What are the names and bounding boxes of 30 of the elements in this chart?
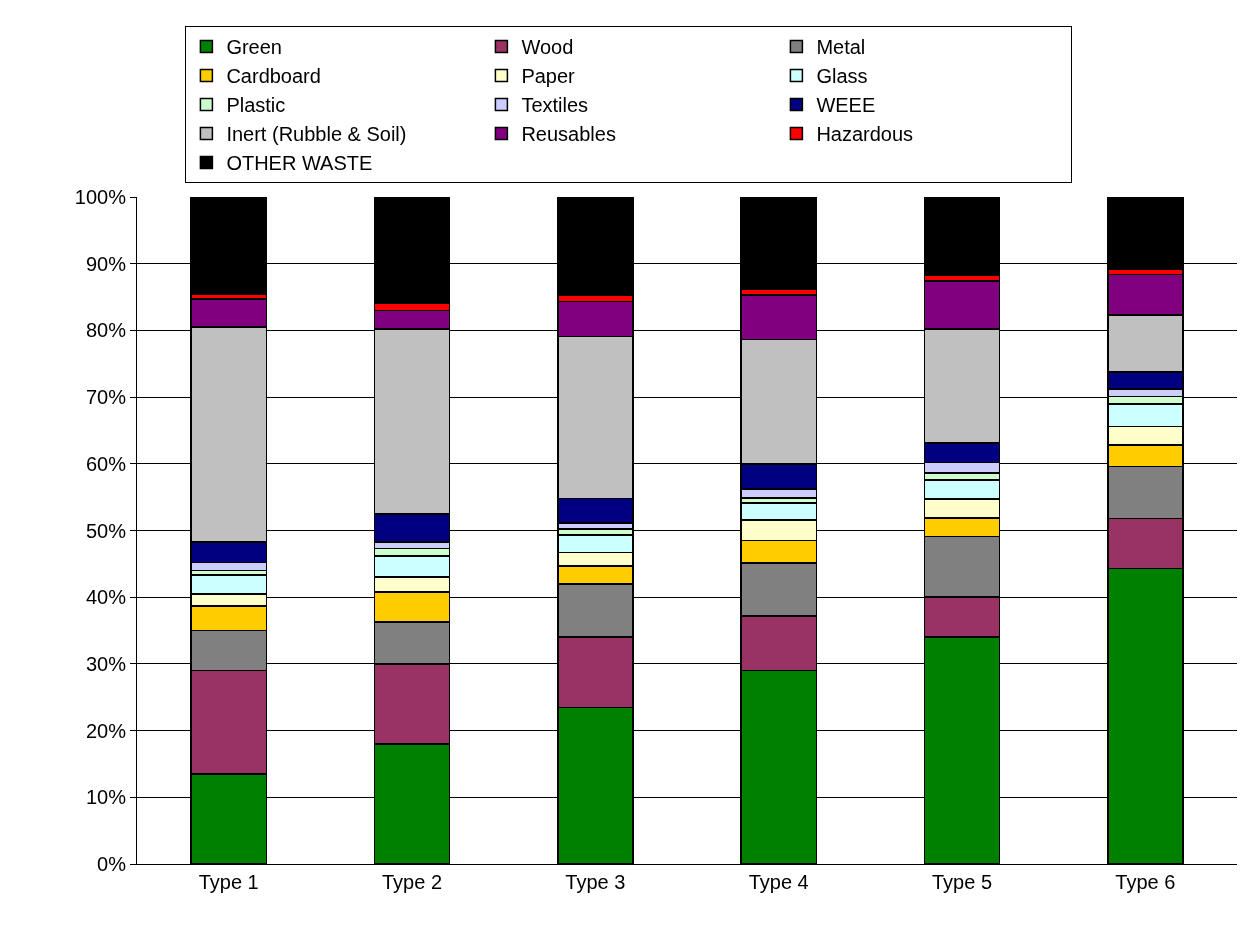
y-tick-label: 100%: [74, 186, 127, 208]
legend-label: Green: [226, 36, 282, 59]
y-tick-label: 90%: [85, 252, 127, 275]
legend-label: Wood: [521, 36, 574, 59]
x-tick-label: Type 4: [748, 871, 809, 893]
y-tick-label: 40%: [85, 586, 127, 609]
legend-label: Plastic: [226, 94, 286, 117]
x-tick-label: Type 3: [565, 871, 626, 893]
legend-label: Inert (Rubble & Soil): [226, 123, 407, 146]
legend-label: Cardboard: [226, 65, 321, 88]
x-tick-label: Type 5: [931, 871, 993, 893]
y-tick-label: 50%: [85, 519, 127, 542]
y-tick-label: 0%: [97, 853, 127, 875]
x-tick-label: Type 2: [381, 871, 443, 893]
legend-label: Paper: [521, 65, 576, 88]
y-tick-label: 10%: [85, 786, 127, 809]
legend-label: OTHER WASTE: [226, 152, 373, 175]
y-tick-label: 80%: [85, 319, 127, 342]
legend-label: Textiles: [521, 94, 589, 117]
legend-label: Metal: [816, 36, 866, 59]
legend-label: Reusables: [521, 123, 616, 146]
y-tick-label: 70%: [85, 386, 127, 409]
y-tick-label: 30%: [85, 652, 127, 675]
y-tick-label: 20%: [85, 719, 127, 742]
x-tick-label: Type 6: [1115, 871, 1176, 893]
legend-label: WEEE: [816, 94, 876, 117]
legend-label: Hazardous: [816, 123, 914, 146]
y-tick-label: 60%: [85, 452, 127, 475]
legend-label: Glass: [816, 65, 868, 88]
x-tick-label: Type 1: [198, 871, 259, 893]
